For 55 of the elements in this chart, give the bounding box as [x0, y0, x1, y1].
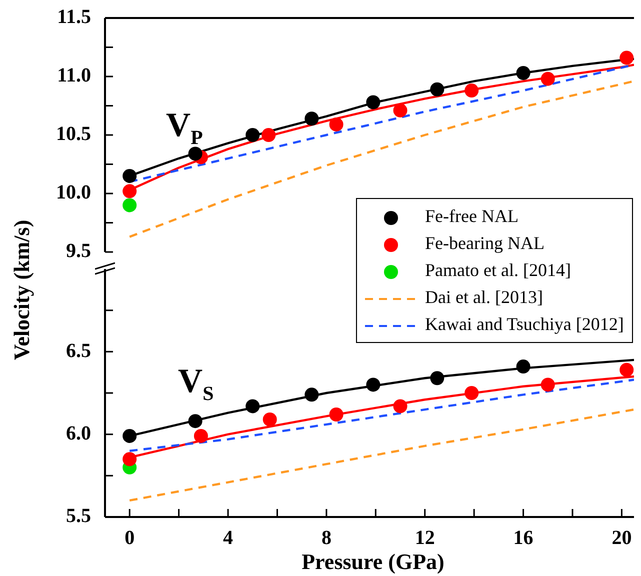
- point: [329, 117, 344, 132]
- x-tick-label: 0: [124, 527, 135, 550]
- x-tick-label: 20: [612, 527, 632, 550]
- x-tick-label: 12: [414, 527, 435, 550]
- legend-label: Pamato et al. [2014]: [425, 260, 571, 280]
- point: [540, 72, 555, 86]
- legend-label: Dai et al. [2013]: [425, 287, 543, 307]
- point: [246, 128, 260, 142]
- point: [122, 452, 137, 466]
- legend-label: Fe-bearing NAL: [425, 233, 544, 253]
- point: [516, 360, 530, 374]
- y-tick-label: 10.5: [56, 123, 91, 146]
- point: [366, 378, 380, 392]
- legend-label: Kawai and Tsuchiya [2012]: [425, 314, 624, 334]
- point: [464, 84, 479, 98]
- annotation: V$_{P}$: [166, 106, 203, 151]
- point: [430, 371, 444, 386]
- point: [304, 112, 319, 126]
- line-series: [128, 408, 634, 502]
- y-tick-label: 11.5: [57, 6, 91, 28]
- point: [329, 407, 344, 422]
- legend-label: Fe-free NAL: [425, 206, 518, 226]
- point: [393, 399, 408, 414]
- point: [393, 103, 408, 118]
- point: [122, 168, 137, 183]
- point: [194, 428, 208, 443]
- point: [620, 50, 634, 65]
- y-axis-title: Velocity (km/s): [9, 220, 35, 360]
- x-tick-label: 16: [513, 527, 534, 550]
- point: [122, 428, 137, 443]
- x-axis-title: Pressure (GPa): [302, 549, 444, 575]
- point: [304, 388, 319, 402]
- point: [620, 362, 634, 377]
- y-tick-label: 5.5: [66, 505, 91, 528]
- annotation: V$_{S}$: [178, 362, 214, 407]
- point: [464, 386, 479, 400]
- y-tick-label: 10.0: [56, 182, 91, 204]
- point: [122, 184, 137, 198]
- point: [540, 378, 555, 392]
- point: [188, 146, 202, 161]
- point: [246, 399, 260, 414]
- y-tick-label: 11.0: [57, 64, 91, 87]
- y-tick-label: 6.0: [66, 422, 91, 445]
- line-series: [128, 80, 634, 238]
- y-tick-label: 9.5: [66, 240, 91, 262]
- point: [122, 198, 137, 212]
- x-tick-label: 8: [321, 527, 332, 550]
- point: [262, 412, 277, 426]
- point: [188, 414, 202, 428]
- x-tick-label: 4: [223, 527, 234, 550]
- point: [430, 82, 444, 96]
- point: [262, 128, 276, 142]
- point: [366, 95, 380, 110]
- point: [516, 66, 530, 80]
- y-tick-label: 6.5: [66, 340, 91, 362]
